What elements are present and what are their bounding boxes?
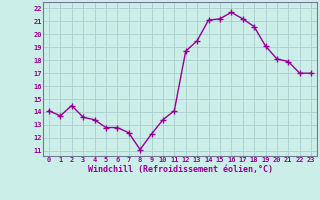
X-axis label: Windchill (Refroidissement éolien,°C): Windchill (Refroidissement éolien,°C) bbox=[87, 165, 273, 174]
